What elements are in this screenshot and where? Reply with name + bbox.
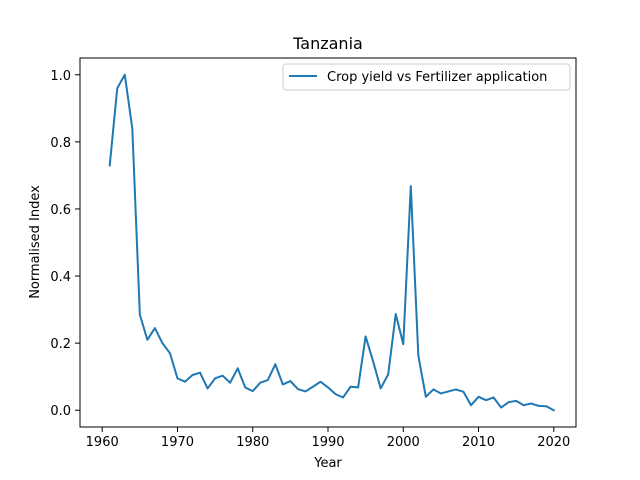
legend-label: Crop yield vs Fertilizer application xyxy=(327,70,547,85)
x-tick-label: 1970 xyxy=(161,435,194,450)
y-tick-label: 1.0 xyxy=(50,69,71,84)
chart-title: Tanzania xyxy=(292,34,363,53)
y-tick-label: 0.4 xyxy=(50,270,71,285)
y-tick-label: 0.2 xyxy=(50,337,71,352)
x-axis-ticks: 1960 1970 1980 1990 2000 2010 2020 xyxy=(86,427,570,450)
legend-box xyxy=(282,63,571,91)
y-tick-label: 0.8 xyxy=(50,136,71,151)
x-tick-label: 1960 xyxy=(86,435,119,450)
y-axis-label: Normalised Index xyxy=(28,185,43,299)
x-tick-label: 2010 xyxy=(462,435,495,450)
plot-area xyxy=(108,73,556,412)
x-tick-label: 1980 xyxy=(236,435,269,450)
x-tick-label: 2020 xyxy=(537,435,570,450)
x-tick-label: 2000 xyxy=(387,435,420,450)
y-axis-ticks: 0.0 0.2 0.4 0.6 0.8 1.0 xyxy=(50,69,80,419)
series-line-0 xyxy=(108,73,556,412)
y-tick-label: 0.0 xyxy=(50,404,71,419)
legend: Crop yield vs Fertilizer application xyxy=(282,63,571,91)
x-tick-label: 1990 xyxy=(311,435,344,450)
y-tick-label: 0.6 xyxy=(50,203,71,218)
x-axis-label: Year xyxy=(313,456,342,471)
